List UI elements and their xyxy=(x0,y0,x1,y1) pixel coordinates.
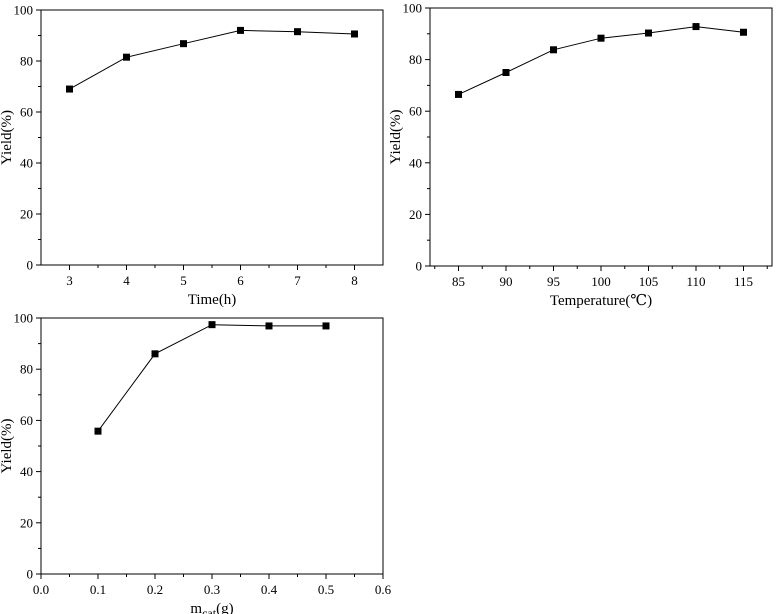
y-tick-label: 60 xyxy=(409,104,422,119)
y-tick-label: 0 xyxy=(27,567,34,582)
x-axis-label: Time(h) xyxy=(188,292,237,308)
y-tick-label: 80 xyxy=(20,54,33,69)
x-tick-label: 0.2 xyxy=(147,582,163,597)
y-tick-label: 100 xyxy=(14,3,34,18)
y-axis-label: Yield(%) xyxy=(388,110,404,165)
y-tick-label: 100 xyxy=(403,1,423,16)
x-tick-label: 8 xyxy=(351,273,358,288)
x-axis-label: mcat(g) xyxy=(190,601,233,614)
y-tick-label: 80 xyxy=(20,362,33,377)
data-point xyxy=(294,28,301,36)
x-tick-label: 95 xyxy=(547,274,560,289)
x-tick-label: 4 xyxy=(123,273,130,288)
data-point xyxy=(645,29,652,37)
chart-1: 0 20 40 60 80 100 3 4 5 6 7 8 Yield(%) Time(h) xyxy=(0,3,384,308)
y-tick-label: 20 xyxy=(20,515,33,530)
x-tick-label: 0.5 xyxy=(318,582,334,597)
chart-2: 0 20 40 60 80 100 85 90 95 100 105 110 115 Yield(%) Te… xyxy=(388,1,773,309)
x-tick-label: 100 xyxy=(591,274,611,289)
data-point xyxy=(180,40,187,48)
x-axis-label-unit: (g) xyxy=(216,601,234,614)
x-tick-label: 0.1 xyxy=(90,582,106,597)
y-axis-label: Yield(%) xyxy=(0,110,15,165)
y-tick-label: 0 xyxy=(27,258,34,273)
y-tick-label: 40 xyxy=(409,155,422,170)
data-point xyxy=(597,34,605,42)
data-point xyxy=(322,322,330,330)
x-tick-label: 5 xyxy=(180,273,187,288)
data-point xyxy=(265,322,273,330)
series-line xyxy=(69,29,355,90)
y-tick-label: 40 xyxy=(20,156,33,171)
y-tick-label: 20 xyxy=(20,207,33,222)
data-point xyxy=(123,53,130,61)
x-tick-label: 85 xyxy=(452,274,465,289)
data-point xyxy=(351,30,358,38)
plot-frame xyxy=(40,317,384,575)
x-axis-label: Temperature(℃) xyxy=(550,293,652,309)
plot-frame xyxy=(40,9,384,266)
x-tick-label: 6 xyxy=(237,273,244,288)
series-line xyxy=(97,324,326,432)
x-axis-label-main: m xyxy=(190,601,202,614)
y-axis-label: Yield(%) xyxy=(0,419,15,474)
data-point xyxy=(550,46,557,54)
y-tick-label: 100 xyxy=(14,311,34,326)
y-tick-label: 40 xyxy=(20,464,33,479)
y-tick-label: 60 xyxy=(20,413,33,428)
data-point xyxy=(237,26,244,34)
x-tick-label: 115 xyxy=(734,274,753,289)
x-tick-label: 0.3 xyxy=(204,582,220,597)
x-tick-label: 0.6 xyxy=(375,582,392,597)
x-tick-label: 3 xyxy=(66,273,73,288)
y-tick-label: 20 xyxy=(409,207,422,222)
data-point xyxy=(208,321,216,329)
y-tick-label: 60 xyxy=(20,105,33,120)
y-tick-label: 80 xyxy=(409,52,422,67)
x-tick-label: 110 xyxy=(686,274,705,289)
x-axis-label-sub: cat xyxy=(202,606,217,614)
chart-3: 0 20 40 60 80 100 0.0 0.1 0.2 0.3 0.4 0.5 0.6 Yield(%… xyxy=(0,311,392,614)
x-tick-label: 0.0 xyxy=(33,582,49,597)
x-tick-label: 7 xyxy=(294,273,301,288)
data-point xyxy=(692,23,700,31)
data-point xyxy=(502,69,510,76)
plot-frame xyxy=(429,7,773,267)
data-point xyxy=(94,427,102,435)
x-tick-label: 0.4 xyxy=(261,582,278,597)
data-point xyxy=(455,90,462,98)
y-tick-label: 0 xyxy=(416,259,423,274)
data-point xyxy=(740,28,747,36)
x-tick-label: 90 xyxy=(500,274,513,289)
x-tick-label: 105 xyxy=(639,274,659,289)
data-point xyxy=(151,350,159,358)
data-point xyxy=(66,85,73,93)
